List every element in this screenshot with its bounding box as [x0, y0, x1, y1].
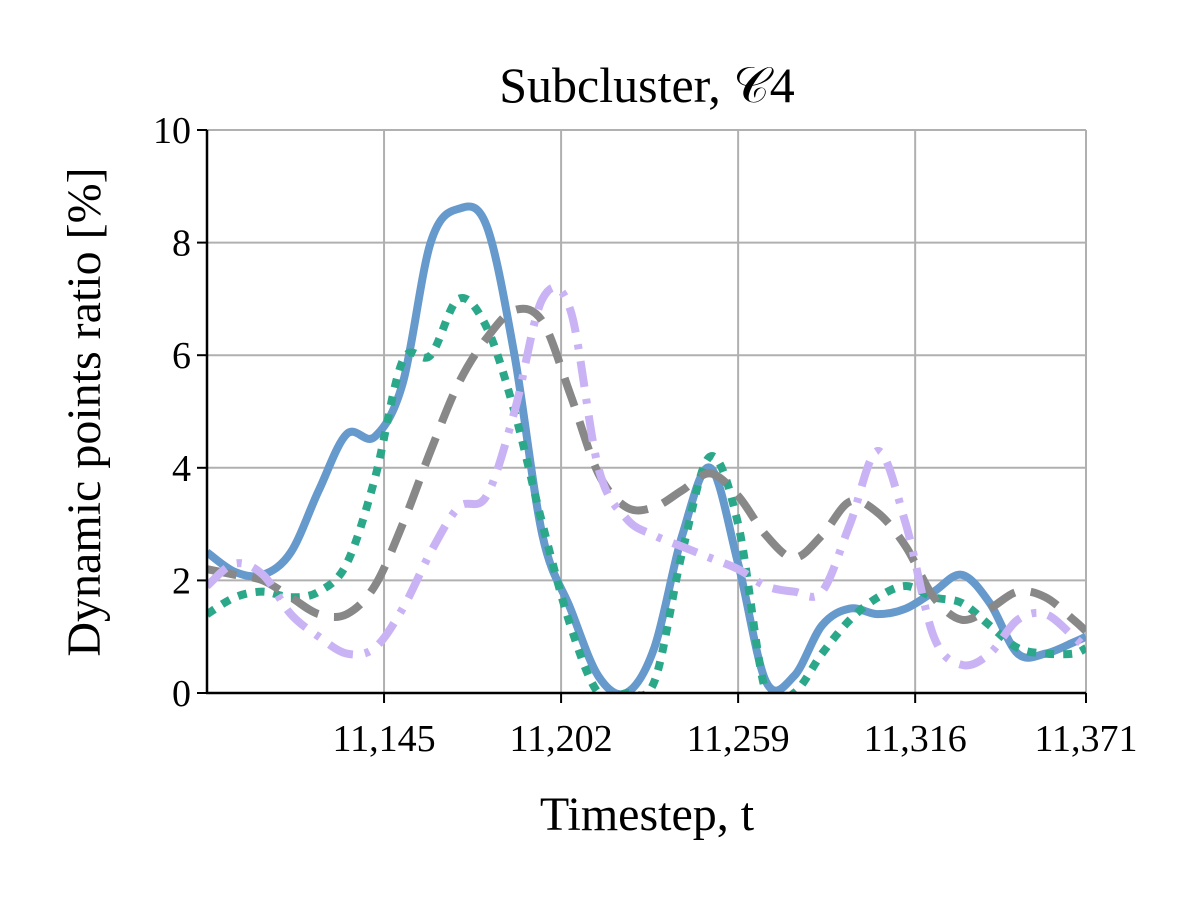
y-axis-label: Dynamic points ratio [%]: [58, 167, 111, 656]
x-tick-label: 11,371: [1034, 718, 1137, 760]
line-series: [207, 283, 1086, 670]
y-tick-label: 4: [172, 448, 191, 490]
y-tick-label: 2: [172, 560, 191, 602]
plot-area: [207, 202, 1086, 693]
x-tick-label: 11,145: [332, 718, 435, 760]
x-tick-label: 11,259: [687, 718, 790, 760]
line-series: [207, 304, 1086, 635]
x-tick-label: 11,202: [510, 718, 613, 760]
x-axis-label: Timestep, t: [540, 788, 755, 841]
y-tick-label: 8: [172, 223, 191, 265]
line-series: [207, 202, 1086, 693]
x-tick-label: 11,316: [864, 718, 967, 760]
y-tick-label: 10: [153, 110, 191, 152]
y-tick-label: 6: [172, 335, 191, 377]
line-series: [207, 294, 1086, 693]
chart-title: Subcluster, 𝒞4: [499, 57, 795, 113]
axes: 0 2 4 6 8 10 11,145 11,202 11,259 11,316 11,371: [153, 110, 1138, 760]
y-tick-label: 0: [172, 673, 191, 715]
grid: [207, 129, 1087, 694]
